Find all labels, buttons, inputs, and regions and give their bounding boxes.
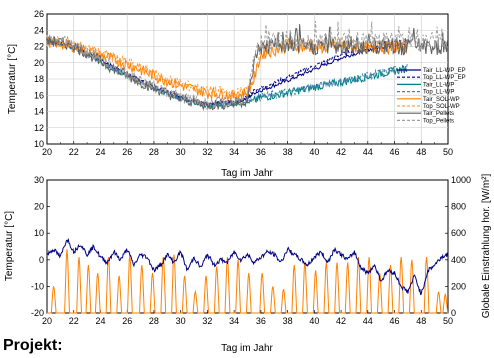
x-tick-label: 28	[149, 316, 159, 326]
grid-top	[46, 14, 449, 144]
x-tick-label: 26	[122, 316, 132, 326]
x-tick-label: 50	[443, 147, 453, 157]
x-tick-label: 26	[122, 147, 132, 157]
x-tick-label: 32	[202, 147, 212, 157]
weather-chart-bottom: 20 22 24 26 28 30 32 34 36 38 40 42 44 46 48 50 -20 -10 0…	[4, 174, 492, 354]
legend-label: Top_LL-WP	[423, 90, 454, 96]
y-tick-label: 24	[34, 25, 44, 35]
x-tick-label: 30	[176, 147, 186, 157]
x-tick-label: 46	[390, 147, 400, 157]
x-tick-label: 36	[256, 147, 266, 157]
series-line-top-ll-wp-ep	[46, 39, 408, 107]
x-tick-label: 48	[416, 147, 426, 157]
y-tick-label: -20	[31, 308, 44, 318]
series-line-top-sol-wp	[46, 35, 408, 101]
x-tick-label: 34	[229, 147, 239, 157]
y2-tick-label: 200	[451, 281, 466, 291]
series-line-aussentemperatur	[46, 237, 449, 296]
x-tick-label: 40	[309, 316, 319, 326]
y2-tick-label: 600	[451, 228, 466, 238]
y-tick-label: 10	[34, 139, 44, 149]
series-line-globalstrahlung	[47, 249, 449, 314]
y-tick-labels-bottom: -20 -10 0 10 20 30	[31, 175, 44, 318]
series-bottom	[46, 179, 449, 314]
y2-tick-label: 1000	[451, 175, 471, 185]
x-tick-label: 22	[69, 316, 79, 326]
y2-axis-label-bottom: Globale Einstrahlung hor. [W/m²]	[481, 174, 492, 319]
x-tick-label: 42	[336, 316, 346, 326]
y-tick-label: 16	[34, 90, 44, 100]
x-tick-label: 24	[95, 316, 105, 326]
x-tick-label: 44	[363, 316, 373, 326]
y-tick-label: 12	[34, 123, 44, 133]
y2-tick-label: 800	[451, 202, 466, 212]
x-tick-labels-bottom: 20 22 24 26 28 30 32 34 36 38 40 42 44 46 48 50	[42, 316, 453, 326]
x-axis-label-bottom: Tag im Jahr	[221, 343, 273, 354]
x-tick-label: 42	[336, 147, 346, 157]
legend-label: Top_Pellets	[423, 118, 454, 124]
legend-label: Tair_Pellets	[423, 111, 454, 117]
x-tick-label: 40	[309, 147, 319, 157]
y-tick-label: 30	[34, 175, 44, 185]
x-axis-label-top: Tag im Jahr	[221, 168, 273, 179]
y-tick-label: 22	[34, 42, 44, 52]
y-tick-label: -10	[31, 281, 44, 291]
x-tick-labels-top: 20 22 24 26 28 30 32 34 36 38 40 42 44 46 48 50	[42, 147, 453, 157]
x-tick-label: 20	[42, 147, 52, 157]
x-tick-label: 36	[256, 316, 266, 326]
project-label: Projekt:	[3, 337, 63, 354]
y2-tick-label: 400	[451, 255, 466, 265]
y-tick-label: 0	[39, 255, 44, 265]
x-tick-label: 28	[149, 147, 159, 157]
x-tick-label: 38	[283, 147, 293, 157]
y-tick-label: 18	[34, 74, 44, 84]
x-tick-label: 50	[443, 316, 453, 326]
x-tick-label: 22	[69, 147, 79, 157]
legend-label: Tair_SOL-WP	[423, 97, 460, 103]
x-tick-label: 34	[229, 316, 239, 326]
x-tick-label: 24	[95, 147, 105, 157]
y-axis-label-top: Temperatur [°C]	[7, 44, 18, 114]
temperature-chart-top: 20 22 24 26 28 30 32 34 36 38 40 42 44 46 48 50 1012141…	[7, 9, 466, 179]
y-tick-label: 14	[34, 107, 44, 117]
y-tick-label: 20	[34, 202, 44, 212]
legend-label: Top_LL-WP_EP	[423, 75, 466, 81]
x-tick-label: 44	[363, 147, 373, 157]
y-tick-labels-top: 10 12 14 16 18 20 22 24 26	[34, 9, 44, 149]
x-tick-label: 38	[283, 316, 293, 326]
legend-label: Top_SOL-WP	[423, 104, 460, 110]
x-tick-label: 48	[416, 316, 426, 326]
series-top	[46, 20, 448, 112]
y-tick-label: 26	[34, 9, 44, 19]
y2-tick-labels-bottom: 0 200 400 600 800 1000	[451, 175, 471, 318]
y2-tick-label: 0	[451, 308, 456, 318]
y-tick-label: 10	[34, 228, 44, 238]
x-tick-label: 46	[390, 316, 400, 326]
legend-label: Tair_LL-WP	[423, 82, 454, 88]
x-tick-label: 20	[42, 316, 52, 326]
legend-label: Tair_LL-WP_EP	[423, 68, 466, 74]
x-tick-label: 30	[176, 316, 186, 326]
y-tick-label: 20	[34, 58, 44, 68]
series-line-top-pellets	[46, 20, 448, 110]
x-tick-label: 32	[202, 316, 212, 326]
y-axis-label-bottom: Temperatur [°C]	[4, 211, 15, 281]
